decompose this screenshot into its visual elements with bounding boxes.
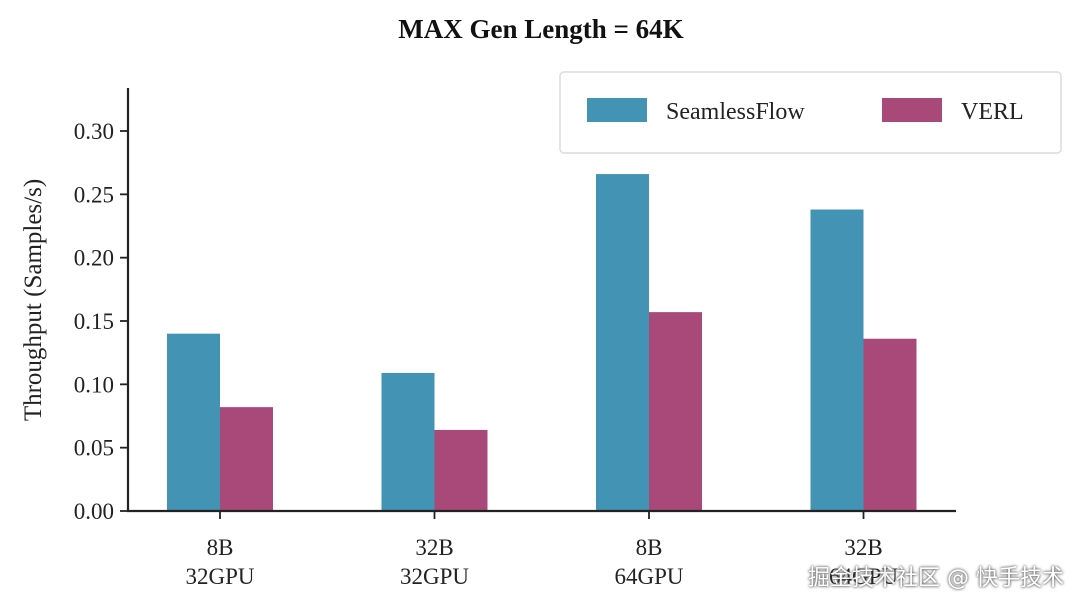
bars [167,174,917,512]
bar-verl-0 [220,407,273,511]
x-axis-ticks: 8B 32GPU 32B 32GPU 8B 64GPU 32B 64GPU [185,511,898,589]
x-tick-label: 64GPU [829,564,898,589]
x-tick-label: 8B [636,535,663,560]
chart-title: MAX Gen Length = 64K [398,14,683,44]
bar-verl-2 [649,312,702,511]
y-tick-label: 0.25 [74,182,114,207]
legend-swatch-seamlessflow [587,98,647,122]
y-tick-label: 0.10 [74,372,114,397]
legend-swatch-verl [882,98,942,122]
x-tick-label: 8B [207,535,234,560]
y-tick-label: 0.15 [74,309,114,334]
legend-label-verl: VERL [961,99,1024,125]
x-tick-label: 32B [844,535,882,560]
y-tick-label: 0.30 [74,119,114,144]
bar-seamlessflow-2 [596,174,649,512]
bar-seamlessflow-1 [381,372,435,511]
y-tick-label: 0.05 [74,436,114,461]
y-tick-label: 0.00 [74,499,114,524]
y-axis-ticks: 0.00 0.05 0.10 0.15 0.20 0.25 0.30 [74,119,128,524]
x-tick-label: 32GPU [400,564,469,589]
bar-seamlessflow-3 [810,209,864,512]
x-tick-label: 64GPU [614,564,683,589]
y-axis-label: Throughput (Samples/s) [20,179,47,421]
legend: SeamlessFlow VERL [559,71,1062,154]
x-tick-label: 32B [415,535,453,560]
bar-verl-1 [434,429,488,511]
x-tick-label: 32GPU [185,564,254,589]
watermark-text: 掘金技术社区 @ 快手技术 [808,566,1064,591]
bar-seamlessflow-0 [167,333,220,511]
legend-label-seamlessflow: SeamlessFlow [666,99,805,125]
legend-frame [559,71,1062,154]
y-tick-label: 0.20 [74,246,114,271]
bar-verl-3 [863,338,917,511]
